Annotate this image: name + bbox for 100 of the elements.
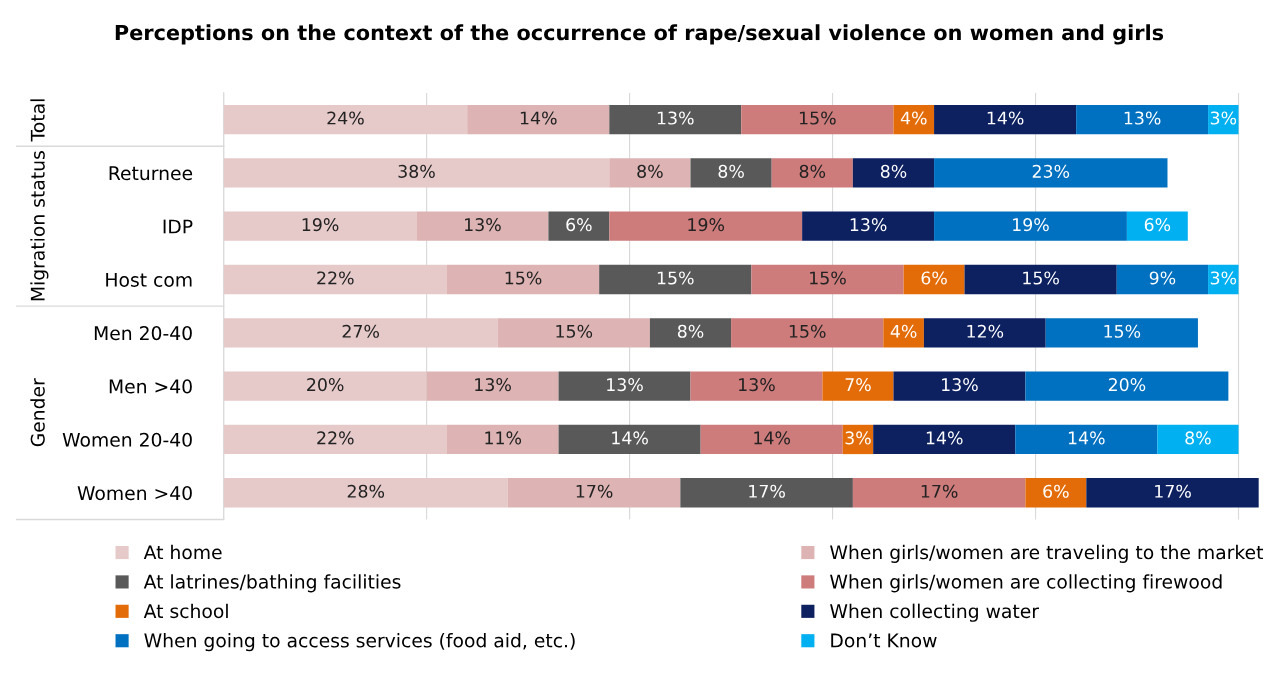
data-label: 8% (718, 164, 744, 178)
bar (1126, 211, 1188, 241)
bar (690, 371, 823, 401)
bar (507, 478, 681, 508)
data-label: 6% (566, 218, 592, 232)
bar (1086, 478, 1259, 508)
bar (964, 264, 1117, 295)
chart-title: Perceptions on the context of the occurrence of rape/sexual violence on women and girls (115, 24, 1164, 45)
bar (741, 104, 894, 135)
legend-label: At school (143, 603, 228, 619)
data-label: 14% (520, 111, 557, 125)
data-label: 14% (1068, 431, 1105, 445)
data-label: 6% (1043, 484, 1069, 498)
bar (1208, 104, 1239, 135)
data-label: 23% (1032, 164, 1070, 178)
legend-label: Don’t Know (831, 633, 937, 648)
data-label: 8% (880, 164, 907, 178)
data-label: 6% (921, 271, 947, 285)
data-label: 8% (637, 164, 663, 178)
data-label: 14% (926, 431, 963, 445)
bar (700, 424, 843, 455)
bar (1116, 264, 1209, 295)
data-label: 19% (1013, 218, 1049, 232)
data-label: 15% (799, 111, 836, 125)
bar (558, 424, 701, 455)
data-label: 14% (612, 431, 648, 445)
bar (883, 318, 924, 348)
data-label: 13% (850, 218, 887, 232)
bar (1025, 478, 1087, 508)
data-label: 27% (342, 324, 379, 338)
data-label: 15% (657, 271, 694, 285)
bar (751, 264, 904, 295)
data-label: 3% (845, 431, 871, 445)
bar (1076, 104, 1209, 135)
data-label: 13% (657, 111, 694, 125)
bar (609, 211, 803, 241)
bar (893, 371, 1026, 401)
bar (822, 371, 894, 401)
bar (426, 371, 559, 401)
bar (223, 264, 447, 295)
bar (873, 424, 1016, 455)
data-label: 12% (967, 324, 1004, 338)
legend-label: When going to access services (food aid, etc.) (144, 633, 575, 652)
data-label: 3% (1210, 271, 1237, 285)
data-label: 15% (1104, 324, 1141, 338)
data-label: 15% (505, 271, 542, 285)
bar (923, 318, 1046, 348)
bar (1157, 424, 1239, 455)
y-tick-label: Women >40 (77, 485, 192, 501)
data-label: 9% (1149, 271, 1176, 285)
y-tick-label: Men >40 (109, 379, 192, 394)
bar (609, 158, 691, 188)
bar (1045, 318, 1198, 348)
bar (416, 211, 549, 241)
bar (467, 104, 610, 135)
data-label: 8% (1185, 431, 1211, 445)
bar (1025, 371, 1229, 401)
data-label: 15% (810, 271, 846, 285)
y-tick-label: Host com (106, 272, 192, 287)
bar (1208, 264, 1239, 295)
bar (497, 318, 650, 348)
bar (934, 211, 1127, 241)
bar (223, 318, 498, 348)
data-label: 11% (485, 431, 522, 445)
data-label: 17% (1155, 484, 1191, 498)
data-label: 20% (1108, 378, 1146, 392)
data-label: 4% (890, 324, 917, 338)
data-label: 38% (398, 164, 435, 178)
text: Total (30, 99, 45, 142)
bar (649, 318, 732, 348)
y-tick-label: Men 20-40 (94, 326, 192, 341)
bar (223, 478, 508, 508)
data-label: 17% (576, 484, 613, 498)
bar (223, 424, 447, 455)
bar (223, 158, 610, 188)
data-label: 17% (749, 484, 785, 498)
bar (934, 104, 1077, 135)
text: Gender (30, 378, 45, 447)
data-label: 13% (465, 218, 501, 232)
data-label: 15% (789, 324, 826, 338)
bar (893, 104, 935, 135)
data-label: 13% (739, 378, 775, 392)
data-label: 3% (1210, 111, 1237, 125)
legend-label: When girls/women are traveling to the market (830, 544, 1264, 563)
legend-label: At home (143, 544, 222, 560)
bar (446, 264, 600, 295)
data-label: 13% (475, 378, 511, 392)
bar (771, 158, 853, 188)
bar (852, 158, 935, 188)
data-label: 13% (1124, 111, 1161, 125)
bar (223, 211, 417, 241)
bar (1015, 424, 1158, 455)
data-label: 20% (307, 378, 344, 392)
data-label: 24% (327, 111, 364, 125)
bar (802, 211, 935, 241)
data-label: 17% (921, 484, 958, 498)
bar (690, 158, 772, 188)
y-tick-label: Returnee (109, 166, 193, 181)
data-label: 28% (347, 484, 385, 498)
data-label: 22% (317, 271, 354, 285)
